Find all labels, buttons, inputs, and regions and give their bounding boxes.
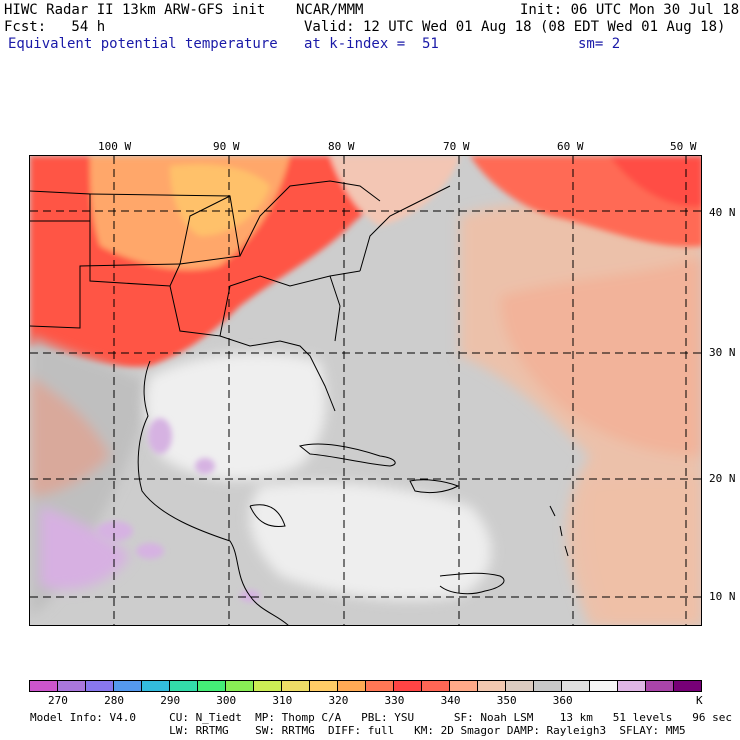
colorbar-tick-label: 360 — [552, 694, 573, 707]
colorbar-swatch — [30, 681, 58, 691]
colorbar-swatch — [590, 681, 618, 691]
atlantic-warm-region — [460, 196, 701, 625]
colorbar-tick-label: 340 — [440, 694, 461, 707]
colorbar-swatch — [198, 681, 226, 691]
map-panel — [29, 155, 702, 626]
smoothing-label: sm= 2 — [578, 36, 621, 52]
model-title: HIWC Radar II 13km ARW-GFS init — [4, 2, 266, 18]
north-atlantic-hot-band — [470, 156, 701, 247]
colorbar-swatch — [618, 681, 646, 691]
lat-label-40n: 40 N — [709, 206, 736, 219]
colorbar-tick-label: 330 — [384, 694, 405, 707]
colorbar-tick-label: 300 — [216, 694, 237, 707]
colorbar — [29, 680, 702, 692]
colorbar-tick-label: 280 — [104, 694, 124, 707]
colorbar-swatch — [366, 681, 394, 691]
colorbar-swatch — [506, 681, 534, 691]
model-info-line1: Model Info: V4.0 CU: N_Tiedt MP: Thomp C… — [30, 711, 732, 724]
lon-label-100w: 100 W — [98, 140, 132, 153]
colorbar-swatch — [394, 681, 422, 691]
lat-label-20n: 20 N — [709, 472, 736, 485]
colorbar-swatch — [450, 681, 478, 691]
forecast-hour: Fcst: 54 h — [4, 19, 106, 35]
colorbar-swatch — [338, 681, 366, 691]
gulf-caribbean-light — [144, 352, 492, 600]
colorbar-tick-label: 350 — [496, 694, 517, 707]
colorbar-swatch — [282, 681, 310, 691]
colorbar-swatch — [478, 681, 506, 691]
colorbar-unit: K — [696, 694, 703, 707]
colorbar-tick-label: 290 — [160, 694, 181, 707]
mexico-region — [30, 336, 150, 616]
field-name: Equivalent potential temperature — [8, 36, 278, 52]
lon-label-60w: 60 W — [557, 140, 584, 153]
colorbar-swatch — [58, 681, 86, 691]
init-time: Init: 06 UTC Mon 30 Jul 18 — [520, 2, 740, 18]
colorbar-swatch — [254, 681, 282, 691]
lon-label-50w: 50 W — [670, 140, 697, 153]
colorbar-swatch — [422, 681, 450, 691]
colorbar-swatch — [170, 681, 198, 691]
colorbar-tick-label: 320 — [328, 694, 349, 707]
colorbar-swatch — [226, 681, 254, 691]
colorbar-swatch — [562, 681, 590, 691]
level-label: at k-index = 51 — [304, 36, 439, 52]
colorbar-tick-label: 270 — [48, 694, 68, 707]
colorbar-swatch — [114, 681, 142, 691]
colorbar-swatch — [142, 681, 170, 691]
lon-label-80w: 80 W — [328, 140, 355, 153]
coastlines — [30, 180, 569, 625]
lon-label-70w: 70 W — [443, 140, 470, 153]
lat-label-10n: 10 N — [709, 590, 736, 603]
model-info-line2: LW: RRTMG SW: RRTMG DIFF: full KM: 2D Sm… — [30, 724, 686, 737]
valid-time: Valid: 12 UTC Wed 01 Aug 18 (08 EDT Wed … — [304, 19, 726, 35]
us-hot-region — [30, 156, 460, 367]
theta-e-field — [30, 156, 701, 625]
colorbar-swatch — [674, 681, 701, 691]
institution-label: NCAR/MMM — [296, 2, 364, 18]
colorbar-swatch — [646, 681, 674, 691]
colorbar-swatch — [534, 681, 562, 691]
lon-label-90w: 90 W — [213, 140, 240, 153]
colorbar-swatch — [310, 681, 338, 691]
lat-label-30n: 30 N — [709, 346, 736, 359]
graticule — [30, 156, 701, 625]
colorbar-swatch — [86, 681, 114, 691]
colorbar-tick-label: 310 — [272, 694, 293, 707]
